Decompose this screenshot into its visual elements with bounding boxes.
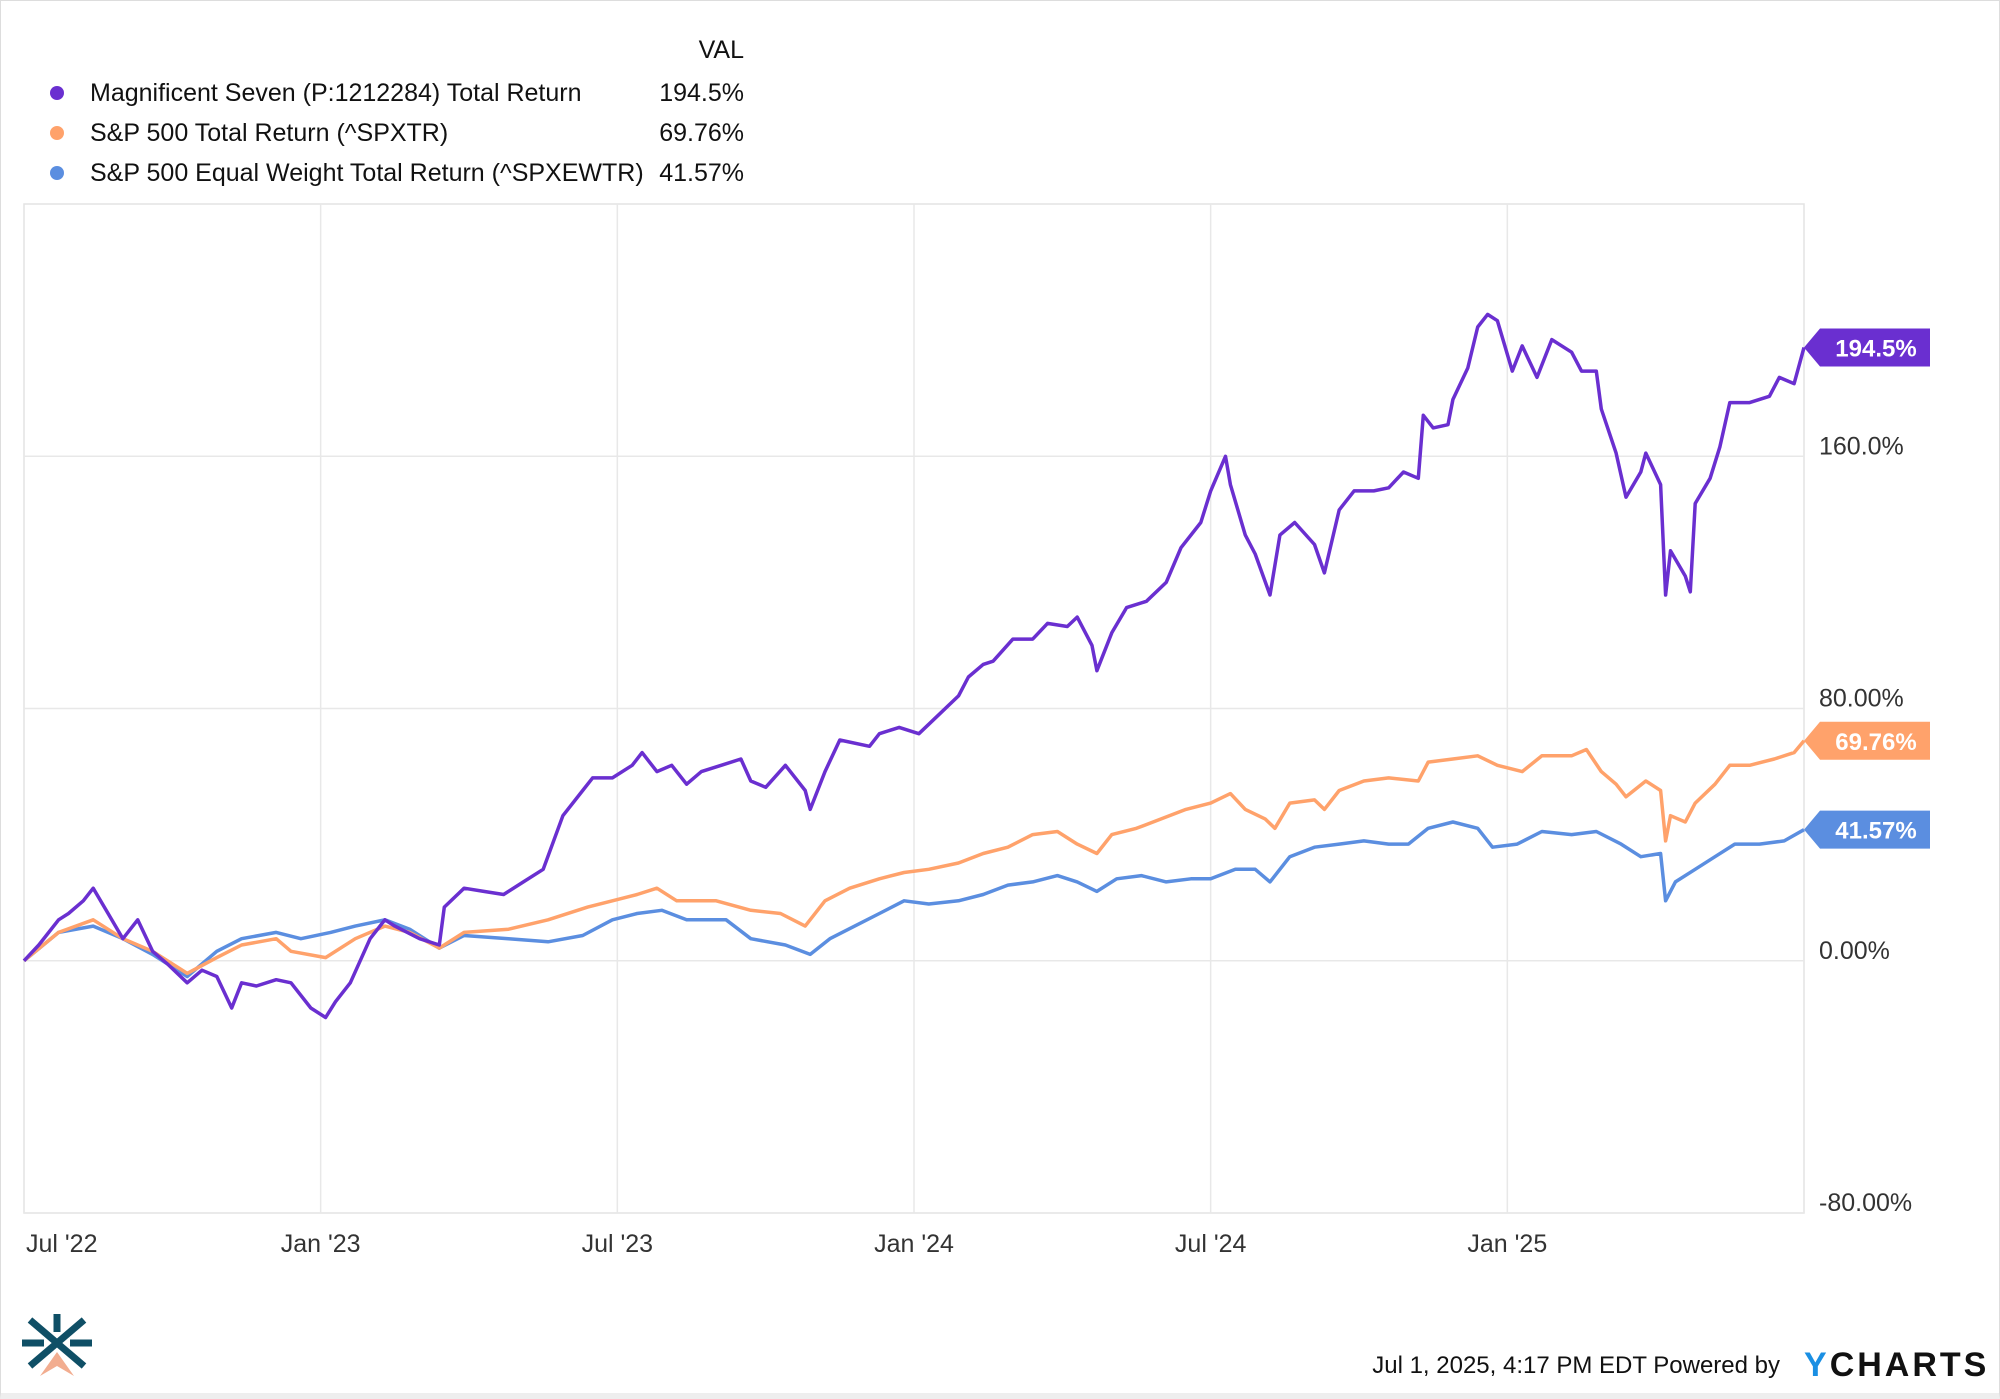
- series-line: [22, 820, 1805, 979]
- x-tick-label: Jul '22: [26, 1230, 97, 1258]
- y-tick-label: 0.00%: [1819, 937, 1890, 965]
- end-value-badge: [1804, 721, 1930, 760]
- legend-label: S&P 500 Equal Weight Total Return (^SPXE…: [90, 158, 644, 187]
- legend-value: 69.76%: [659, 118, 744, 147]
- end-value-badge: [1804, 328, 1930, 367]
- footer-timestamp: Jul 1, 2025, 4:17 PM EDT Powered by: [1372, 1352, 1780, 1379]
- legend-item-sp500-equal-weight[interactable]: S&P 500 Equal Weight Total Return (^SPXE…: [50, 156, 744, 190]
- x-tick-label: Jul '23: [582, 1230, 653, 1258]
- series-line: [22, 312, 1806, 1020]
- legend-item-magnificent-seven[interactable]: Magnificent Seven (P:1212284) Total Retu…: [50, 76, 744, 110]
- end-value-label: 194.5%: [1835, 335, 1916, 362]
- ycharts-logo[interactable]: YCHARTS: [1804, 1346, 1989, 1385]
- legend-dot-icon: [50, 126, 64, 140]
- end-value-badge: [1804, 810, 1930, 849]
- ycharts-logo-y: Y: [1804, 1346, 1830, 1384]
- end-value-label: 41.57%: [1835, 818, 1916, 845]
- y-tick-label: 160.0%: [1819, 432, 1904, 460]
- legend-label: Magnificent Seven (P:1212284) Total Retu…: [90, 78, 582, 107]
- legend-value-header: VAL: [698, 36, 744, 64]
- y-tick-label: 80.00%: [1819, 685, 1904, 713]
- x-tick-label: Jan '23: [281, 1230, 361, 1258]
- end-value-label: 69.76%: [1835, 729, 1916, 756]
- legend-dot-icon: [50, 166, 64, 180]
- x-tick-label: Jul '24: [1175, 1230, 1247, 1258]
- y-tick-label: -80.00%: [1819, 1189, 1912, 1217]
- x-tick-label: Jan '25: [1467, 1230, 1547, 1258]
- x-tick-label: Jan '24: [874, 1230, 954, 1258]
- legend-label: S&P 500 Total Return (^SPXTR): [90, 118, 449, 147]
- legend-item-sp500[interactable]: S&P 500 Total Return (^SPXTR) 69.76%: [50, 116, 744, 150]
- legend-value: 194.5%: [659, 78, 744, 107]
- brand-logo-icon: [22, 1314, 92, 1385]
- legend-dot-icon: [50, 86, 64, 100]
- legend-value: 41.57%: [659, 158, 744, 187]
- ycharts-logo-text: CHARTS: [1829, 1346, 1990, 1384]
